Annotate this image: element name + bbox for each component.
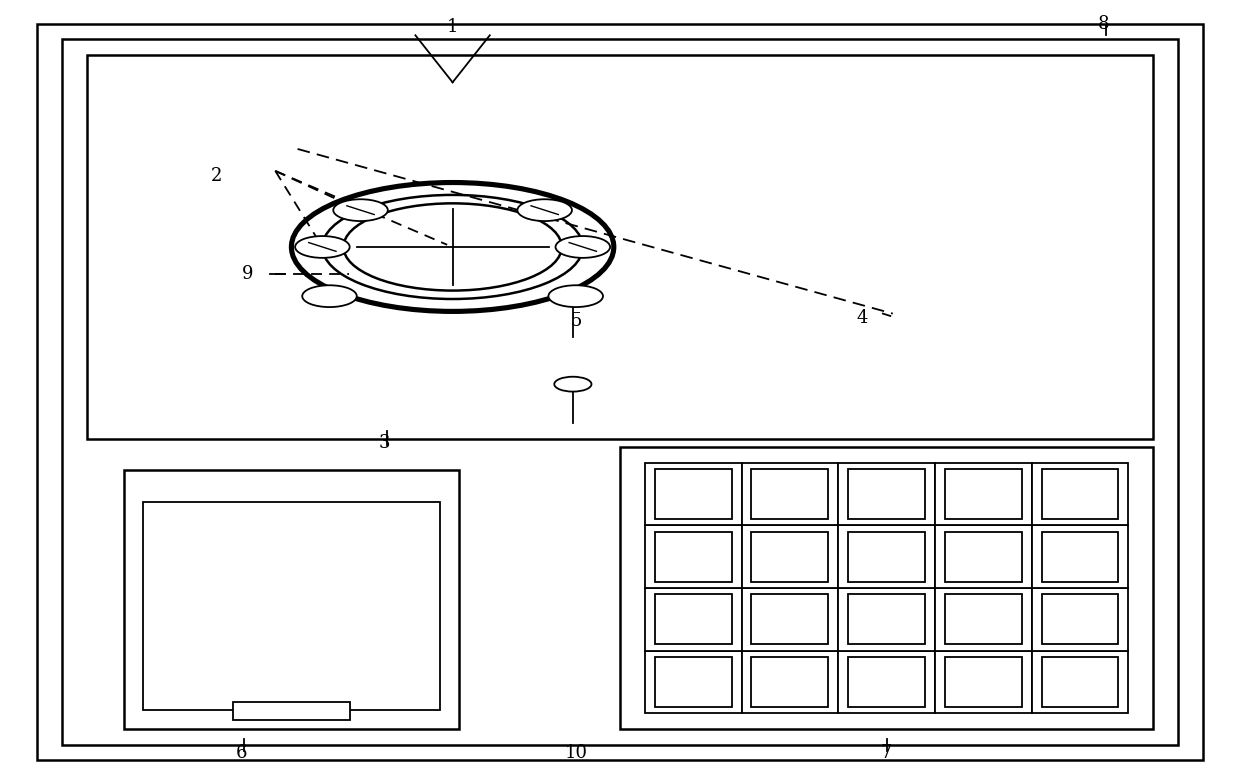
Text: 4: 4 [856,309,868,326]
Text: 5: 5 [570,313,583,330]
Bar [751,657,828,707]
Ellipse shape [548,285,603,307]
Bar [838,651,935,713]
Bar [645,463,742,525]
Bar [945,594,1022,644]
Bar [838,463,935,525]
Bar [1042,532,1118,582]
Bar [935,463,1032,525]
Text: 3: 3 [378,434,391,452]
Bar [751,532,828,582]
Bar [620,447,1153,729]
Ellipse shape [303,285,357,307]
Text: 9: 9 [242,266,254,283]
Bar [233,702,350,720]
Bar [848,532,925,582]
Bar [945,469,1022,519]
Text: 7: 7 [880,744,893,761]
Bar [1042,657,1118,707]
Bar [838,588,935,651]
Bar [655,469,732,519]
Bar [124,470,459,729]
Bar [742,651,838,713]
Bar [143,502,440,710]
Bar [742,463,838,525]
Bar [1032,588,1128,651]
Text: 8: 8 [1097,15,1110,32]
Bar [751,594,828,644]
Bar [1042,594,1118,644]
Ellipse shape [334,199,388,221]
Bar [848,657,925,707]
Bar [742,525,838,588]
Ellipse shape [554,291,591,305]
Bar [751,469,828,519]
Bar [1032,525,1128,588]
Bar [945,657,1022,707]
Text: 10: 10 [565,744,588,761]
Ellipse shape [556,236,610,258]
Text: 1: 1 [446,19,459,36]
Ellipse shape [291,183,614,311]
Ellipse shape [517,199,572,221]
Bar [945,532,1022,582]
Bar [655,657,732,707]
Bar [1042,469,1118,519]
Bar [848,469,925,519]
Bar [838,525,935,588]
Ellipse shape [295,236,350,258]
Bar [1032,651,1128,713]
Bar [655,594,732,644]
Ellipse shape [343,203,562,291]
Text: 2: 2 [211,168,223,185]
Bar [655,532,732,582]
Text: 6: 6 [236,744,248,761]
Ellipse shape [554,377,591,391]
Bar [645,651,742,713]
Bar [645,525,742,588]
Bar [645,588,742,651]
Bar [742,588,838,651]
Bar [1032,463,1128,525]
Bar [87,55,1153,439]
Bar [935,588,1032,651]
Bar [848,594,925,644]
Bar [935,651,1032,713]
Bar [935,525,1032,588]
Ellipse shape [322,195,583,299]
